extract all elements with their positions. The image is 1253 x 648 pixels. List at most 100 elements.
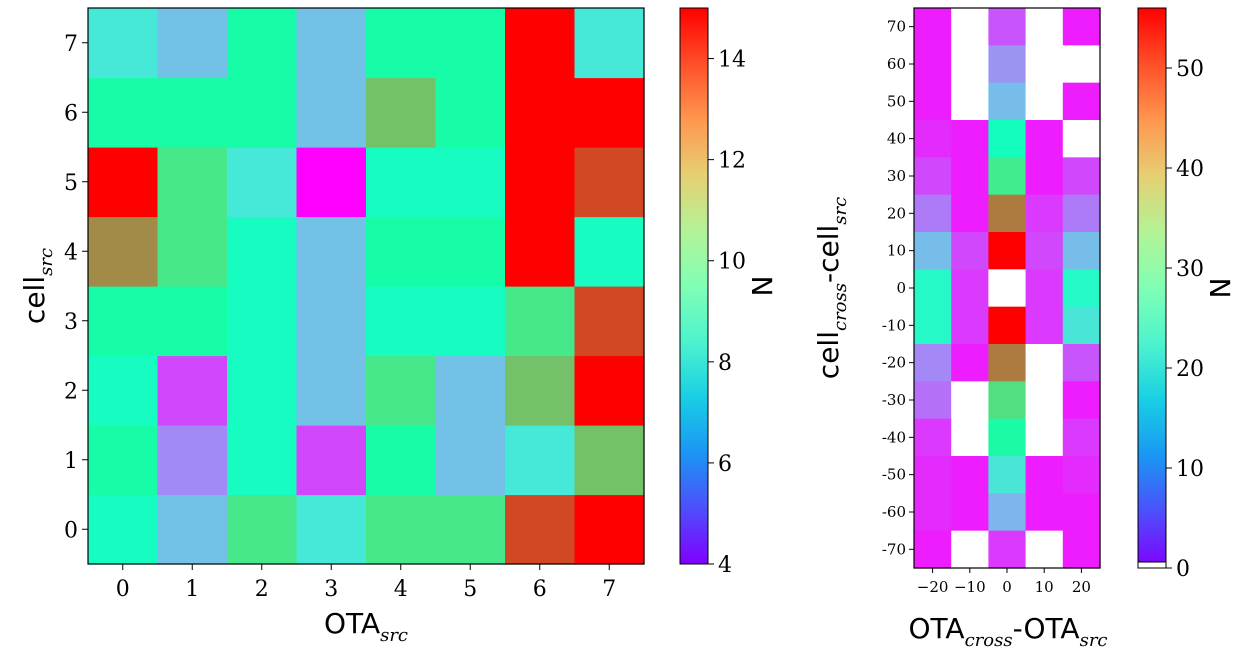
heatmap-cell (505, 216, 576, 287)
heatmap-cell (1062, 344, 1101, 382)
heatmap-cell (914, 493, 952, 532)
heatmap-cell (914, 344, 952, 382)
colorbar-zero-segment (1137, 561, 1167, 569)
heatmap-cell (1025, 157, 1064, 196)
heatmap-cell (505, 77, 576, 148)
heatmap-cell (227, 147, 298, 218)
heatmap-frame-left (87, 7, 645, 565)
heatmap-cell (951, 344, 989, 382)
heatmap-cell (227, 77, 298, 148)
heatmap-cell (366, 147, 437, 218)
y-tick-label: -40 (882, 428, 906, 446)
heatmap-cell (157, 216, 228, 287)
heatmap-cell (505, 8, 576, 79)
heatmap-cell (988, 530, 1027, 569)
heatmap-cell (435, 216, 506, 287)
heatmap-cell (435, 355, 506, 426)
x-axis-label-right: OTAcross-OTAsrc (908, 612, 1107, 648)
colorbar-tick-label: 0 (1176, 557, 1190, 582)
heatmap-cell (296, 77, 367, 148)
heatmap-cell (1025, 194, 1064, 233)
heatmap-cell (988, 232, 1027, 270)
heatmap-cell (435, 77, 506, 148)
heatmap-cell (1025, 120, 1064, 158)
axis-ticks-right: −20 −10 0 10 20 70 60 50 40 30 20 10 0 -10 -20 -30 -40 -5… (882, 18, 1091, 596)
heatmap-cell (227, 216, 298, 287)
heatmap-cell (914, 45, 952, 84)
y-tick-label: 60 (887, 55, 906, 73)
y-axis-label-left: cellsrc (18, 248, 57, 324)
heatmap-cell (1062, 8, 1101, 46)
colorbar-label-left: N (746, 276, 779, 297)
heatmap-cell (1025, 8, 1064, 46)
heatmap-cell (157, 77, 228, 148)
heatmap-cell (988, 194, 1027, 233)
heatmap-cell (296, 494, 367, 565)
heatmap-cell (505, 355, 576, 426)
y-tick-label: 2 (64, 379, 78, 404)
heatmap-cell (296, 216, 367, 287)
y-tick-label: -30 (882, 391, 906, 409)
heatmap-cell (988, 157, 1027, 196)
heatmap-cell (988, 120, 1027, 158)
x-tick-label: 6 (533, 577, 547, 602)
y-tick-label: 4 (64, 240, 78, 265)
heatmap-cell (988, 344, 1027, 382)
heatmap-cell (914, 456, 952, 494)
x-tick-label: 10 (1035, 578, 1054, 596)
heatmap-cell (988, 418, 1027, 457)
y-tick-label: 1 (64, 449, 78, 474)
x-tick-label: 0 (1002, 578, 1012, 596)
heatmap-cell (574, 425, 645, 496)
y-tick-label: 5 (64, 171, 78, 196)
colorbar-tick-label: 10 (1176, 457, 1204, 482)
heatmap-cell (435, 8, 506, 79)
y-tick-label: 20 (887, 204, 906, 222)
heatmap-cell (914, 530, 952, 569)
heatmap-cell (88, 425, 159, 496)
colorbar-ticks-left: 4 6 8 10 12 14 (708, 48, 746, 578)
heatmap-cell (914, 381, 952, 420)
y-tick-label: 70 (887, 18, 906, 36)
heatmap-cell (88, 494, 159, 565)
heatmap-cell (227, 355, 298, 426)
heatmap-cell (914, 306, 952, 345)
heatmap-cell (951, 306, 989, 345)
heatmap-cell (157, 147, 228, 218)
x-tick-label: 0 (116, 577, 130, 602)
heatmap-cell (227, 494, 298, 565)
heatmap-cell (988, 493, 1027, 532)
heatmap-cell (88, 355, 159, 426)
y-tick-label: -10 (882, 316, 906, 334)
heatmap-cell (366, 355, 437, 426)
heatmap-cell (574, 216, 645, 287)
heatmap-cell (988, 269, 1027, 308)
heatmap-cell (1062, 45, 1101, 84)
heatmap-cell (574, 147, 645, 218)
x-tick-label: 7 (602, 577, 616, 602)
x-tick-label: 2 (255, 577, 269, 602)
heatmap-cell (1025, 381, 1064, 420)
y-tick-label: 50 (887, 92, 906, 110)
y-tick-label: 7 (64, 32, 78, 57)
heatmap-cell (914, 8, 952, 46)
heatmap-cell (1062, 493, 1101, 532)
heatmap-cell (988, 82, 1027, 121)
heatmap-cell (296, 147, 367, 218)
heatmap-cell (951, 456, 989, 494)
heatmap-cell (914, 269, 952, 308)
y-tick-label: 0 (64, 518, 78, 543)
x-tick-label: 5 (463, 577, 477, 602)
y-tick-label: 3 (64, 310, 78, 335)
heatmap-cell (435, 494, 506, 565)
colorbar-ticks-right: 0 10 20 30 40 50 (1166, 57, 1204, 582)
axis-ticks-left: 0 1 2 3 4 5 6 7 0 1 2 3 4 5 6 7 (64, 32, 616, 602)
y-tick-label: 6 (64, 101, 78, 126)
y-tick-label: -50 (882, 466, 906, 484)
heatmap-cell (157, 8, 228, 79)
heatmap-cell (88, 8, 159, 79)
x-tick-label: 4 (394, 577, 408, 602)
heatmap-cell (951, 530, 989, 569)
heatmap-cell (296, 425, 367, 496)
